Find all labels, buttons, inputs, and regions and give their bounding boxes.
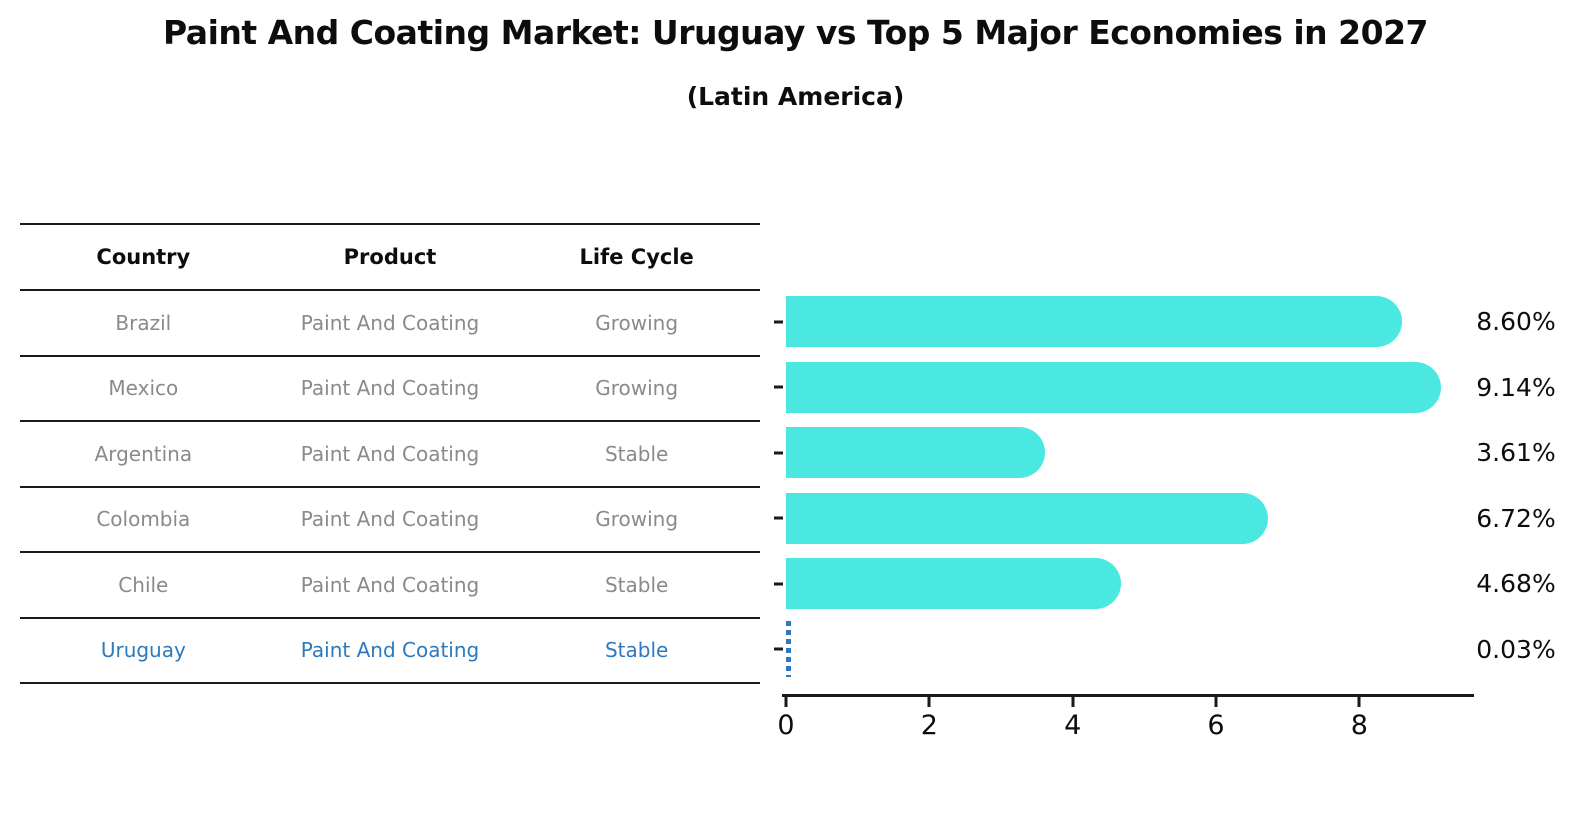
cell-product: Paint And Coating [300, 441, 480, 466]
table-row-argentina: Argentina Paint And Coating Stable [20, 422, 760, 488]
x-axis-tick-label: 0 [777, 710, 795, 741]
bar-row-colombia [774, 486, 1474, 552]
x-axis-tick [1357, 697, 1361, 707]
cell-country: Brazil [115, 310, 172, 335]
header-cell-lifecycle: Life Cycle [579, 245, 694, 269]
x-axis-tick-label: 4 [1064, 710, 1082, 741]
cell-lifecycle: Stable [604, 441, 669, 466]
table-row-brazil: Brazil Paint And Coating Growing [20, 291, 760, 357]
x-axis-tick-label: 2 [920, 710, 938, 741]
bar-row-uruguay [774, 617, 1474, 683]
x-axis: 0 2 4 6 8 [777, 694, 1474, 744]
cell-country: Chile [118, 572, 169, 597]
cell-product: Paint And Coating [300, 638, 480, 663]
value-label-colombia: 6.72% [1476, 503, 1556, 533]
y-axis-tick [774, 451, 783, 455]
cell-country: Argentina [94, 441, 193, 466]
cell-product: Paint And Coating [300, 572, 480, 597]
table-row-colombia: Colombia Paint And Coating Growing [20, 488, 760, 553]
bar-row-mexico [774, 355, 1474, 421]
bar-row-argentina [774, 420, 1474, 486]
cell-lifecycle: Stable [604, 572, 669, 597]
x-axis-tick-label: 8 [1350, 710, 1368, 741]
value-label-chile: 4.68% [1476, 569, 1556, 599]
x-axis-tick [1071, 697, 1075, 707]
cell-lifecycle: Growing [595, 507, 679, 532]
y-axis-tick [774, 516, 783, 520]
bar-chile [786, 558, 1122, 610]
y-axis-tick [774, 320, 783, 324]
bar-row-brazil [774, 289, 1474, 355]
cell-lifecycle: Stable [604, 638, 669, 663]
x-axis-tick [1214, 697, 1218, 707]
cell-product: Paint And Coating [300, 310, 480, 335]
cell-product: Paint And Coating [300, 376, 480, 401]
value-label-mexico: 9.14% [1476, 372, 1556, 402]
bar-mexico [786, 361, 1442, 413]
table-row-uruguay: Uruguay Paint And Coating Stable [20, 619, 760, 684]
value-label-brazil: 8.60% [1476, 307, 1556, 337]
value-label-uruguay: 0.03% [1476, 634, 1556, 664]
bar-uruguay [786, 621, 792, 678]
header-cell-country: Country [96, 245, 191, 269]
y-axis-tick [774, 647, 783, 651]
x-axis-tick [784, 697, 788, 707]
header-cell-product: Product [343, 245, 437, 269]
page-title: Paint And Coating Market: Uruguay vs Top… [163, 13, 1429, 52]
y-axis-tick [774, 582, 783, 586]
y-axis-tick [774, 385, 783, 389]
value-label-column: 8.60% 9.14% 3.61% 6.72% 4.68% 0.03% [1452, 289, 1580, 682]
table-row-mexico: Mexico Paint And Coating Growing [20, 357, 760, 422]
cell-lifecycle: Growing [595, 310, 679, 335]
bar-plot-area [774, 289, 1474, 683]
bar-row-chile [774, 551, 1474, 617]
page-subtitle: (Latin America) [686, 82, 905, 111]
table-header-row: Country Product Life Cycle [20, 225, 760, 291]
bar-argentina [786, 427, 1045, 479]
cell-country: Uruguay [100, 638, 186, 663]
bar-colombia [786, 492, 1268, 544]
x-axis-tick [927, 697, 931, 707]
country-data-table: Country Product Life Cycle Brazil Paint … [20, 223, 760, 684]
cell-product: Paint And Coating [300, 507, 480, 532]
cell-country: Colombia [96, 507, 191, 532]
x-axis-line [782, 694, 1474, 697]
x-axis-tick-label: 6 [1207, 710, 1225, 741]
cell-lifecycle: Growing [595, 376, 679, 401]
value-label-argentina: 3.61% [1476, 438, 1556, 468]
bar-brazil [786, 296, 1403, 348]
table-row-chile: Chile Paint And Coating Stable [20, 553, 760, 619]
cell-country: Mexico [108, 376, 179, 401]
